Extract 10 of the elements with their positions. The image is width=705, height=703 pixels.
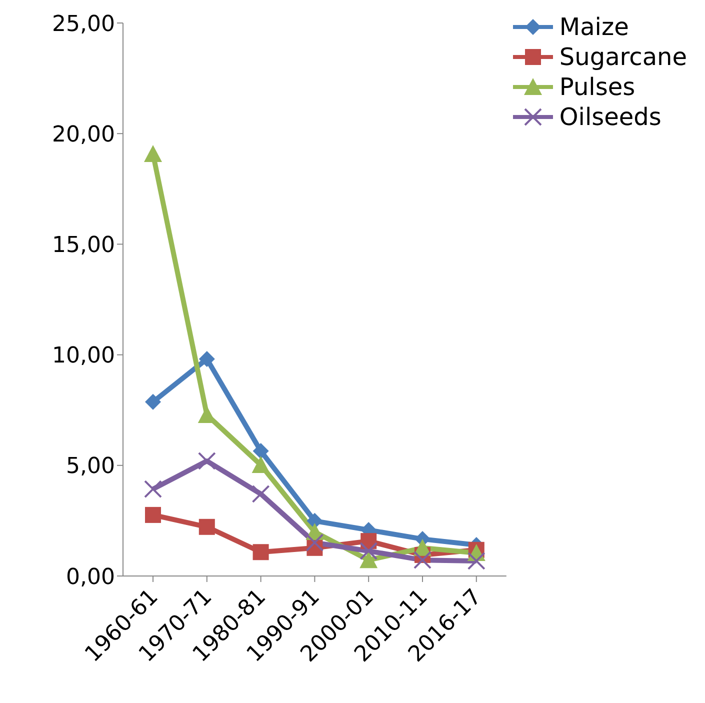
y-tick-label: 25,00	[52, 12, 115, 37]
legend-label: Sugarcane	[559, 42, 687, 72]
y-tick-label: 0,00	[66, 564, 115, 590]
y-tick-label: 15,00	[52, 233, 115, 258]
y-tick-label: 10,00	[52, 344, 115, 369]
legend-label: Oilseeds	[559, 102, 662, 132]
legend-label: Pulses	[559, 72, 636, 102]
y-tick-label: 20,00	[52, 122, 115, 148]
y-tick-label: 5,00	[66, 454, 115, 480]
legend-label: Maize	[559, 12, 629, 42]
